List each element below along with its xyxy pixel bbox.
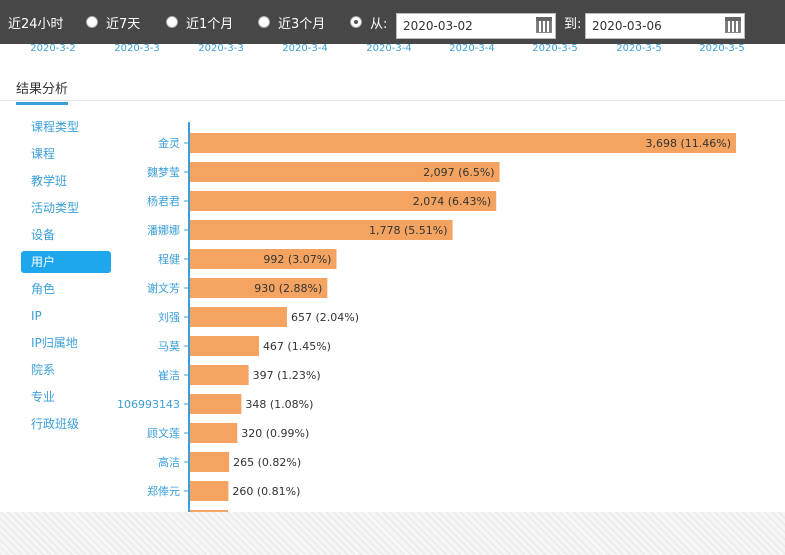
- bar[interactable]: [190, 481, 229, 501]
- data-label: 992 (3.07%): [263, 253, 331, 266]
- calendar-icon[interactable]: [725, 17, 741, 33]
- timeline-date: 2020-3-4: [366, 44, 412, 54]
- option-custom-range[interactable]: 从:: [350, 0, 387, 44]
- bar[interactable]: [190, 162, 500, 182]
- data-label: 265 (0.82%): [233, 456, 301, 469]
- category-label: 高洁: [158, 455, 180, 469]
- category-label: 顾文莲: [147, 426, 180, 440]
- timeline-date: 2020-3-5: [699, 44, 745, 54]
- from-datetime-input[interactable]: 2020-03-02 23:26:11: [396, 13, 556, 57]
- menu-item-admin-class[interactable]: 行政班级: [31, 417, 80, 431]
- to-label: 到:: [564, 16, 582, 32]
- user-bar-chart: 金灵 3,698 (11.46%) 魏梦莹 2,097 (6.5%) 杨君君 2,074 …: [117, 122, 736, 512]
- menu-item-teaching-class[interactable]: 教学班: [31, 174, 68, 188]
- option-label: 近24小时: [8, 16, 64, 32]
- option-last-3-months[interactable]: 近3个月: [258, 0, 325, 44]
- menu-item-major[interactable]: 专业: [31, 390, 56, 404]
- timeline-date: 2020-3-4: [449, 44, 495, 54]
- timeline-date-strip: 2020-3-2 2020-3-3 2020-3-3 2020-3-4 2020…: [0, 44, 785, 56]
- data-label: 2,074 (6.43%): [413, 195, 492, 208]
- time-filter-bar: 近24小时 近7天 近1个月 近3个月 从: 2020-03-02 23:26:…: [0, 0, 785, 57]
- bar[interactable]: [190, 423, 238, 443]
- data-label: 320 (0.99%): [241, 427, 309, 440]
- menu-item-course-type[interactable]: 课程类型: [31, 120, 80, 134]
- menu-item-ip[interactable]: IP: [31, 309, 42, 323]
- bar[interactable]: [190, 278, 328, 298]
- menu-item-user[interactable]: 用户: [21, 251, 111, 273]
- category-label: 魏梦莹: [147, 165, 180, 179]
- category-label: 谢文芳: [147, 281, 180, 295]
- category-label: 刘强: [158, 311, 180, 324]
- dimension-menu: 课程类型 课程 教学班 活动类型 设备 用户 角色 IP IP归属地 院系 专业…: [21, 116, 111, 440]
- option-last-24h[interactable]: 近24小时: [8, 0, 64, 44]
- bar-partial: [190, 510, 228, 512]
- category-label: 程健: [158, 253, 180, 266]
- category-label: 金灵: [158, 136, 180, 150]
- bar[interactable]: [190, 336, 259, 356]
- data-label: 348 (1.08%): [245, 398, 313, 411]
- bar[interactable]: [190, 191, 497, 211]
- menu-item-ip-location[interactable]: IP归属地: [31, 336, 78, 350]
- category-label: 潘娜娜: [147, 223, 180, 237]
- data-label: 2,097 (6.5%): [423, 166, 495, 179]
- menu-item-role[interactable]: 角色: [31, 282, 56, 296]
- option-label: 近3个月: [278, 16, 326, 32]
- menu-item-device[interactable]: 设备: [31, 228, 56, 242]
- option-label: 从:: [370, 16, 388, 32]
- to-label-wrap: 到:: [564, 0, 581, 44]
- option-last-7-days[interactable]: 近7天: [86, 0, 140, 44]
- bar[interactable]: [190, 452, 230, 472]
- bar[interactable]: [190, 307, 288, 327]
- category-label: 崔洁: [158, 368, 180, 382]
- option-label: 近1个月: [186, 16, 234, 32]
- data-label: 930 (2.88%): [254, 282, 322, 295]
- data-label: 1,778 (5.51%): [369, 224, 448, 237]
- timeline-date: 2020-3-2: [30, 44, 76, 54]
- calendar-icon[interactable]: [536, 17, 552, 33]
- timeline-date: 2020-3-3: [114, 44, 160, 54]
- data-label: 657 (2.04%): [291, 311, 359, 324]
- radio-icon[interactable]: [86, 16, 98, 28]
- category-label: 郑俸元: [147, 484, 180, 498]
- data-label: 260 (0.81%): [232, 485, 300, 498]
- category-label: 杨君君: [147, 194, 180, 208]
- option-label: 近7天: [106, 16, 141, 32]
- page-background: [0, 512, 785, 555]
- category-label: 马莫: [158, 340, 180, 353]
- timeline-date: 2020-3-5: [616, 44, 662, 54]
- radio-checked-icon[interactable]: [350, 16, 362, 28]
- bar[interactable]: [190, 133, 736, 153]
- bar[interactable]: [190, 394, 242, 414]
- bar[interactable]: [190, 220, 453, 240]
- section-title: 结果分析: [16, 78, 69, 105]
- data-label: 467 (1.45%): [263, 340, 331, 353]
- option-last-1-month[interactable]: 近1个月: [166, 0, 233, 44]
- data-label: 397 (1.23%): [253, 369, 321, 382]
- radio-icon[interactable]: [166, 16, 178, 28]
- menu-item-course[interactable]: 课程: [31, 147, 56, 161]
- data-label: 3,698 (11.46%): [645, 137, 731, 150]
- bar[interactable]: [190, 249, 337, 269]
- bar[interactable]: [190, 365, 249, 385]
- timeline-date: 2020-3-3: [198, 44, 244, 54]
- section-divider: [0, 100, 785, 101]
- to-datetime-input[interactable]: 2020-03-06 23:25:54: [585, 13, 745, 57]
- category-label: 106993143: [117, 398, 180, 411]
- menu-item-department[interactable]: 院系: [31, 363, 56, 377]
- timeline-date: 2020-3-4: [282, 44, 328, 54]
- menu-item-activity-type[interactable]: 活动类型: [31, 201, 80, 215]
- radio-icon[interactable]: [258, 16, 270, 28]
- timeline-date: 2020-3-5: [532, 44, 578, 54]
- analysis-panel: 2020-3-2 2020-3-3 2020-3-3 2020-3-4 2020…: [0, 44, 785, 512]
